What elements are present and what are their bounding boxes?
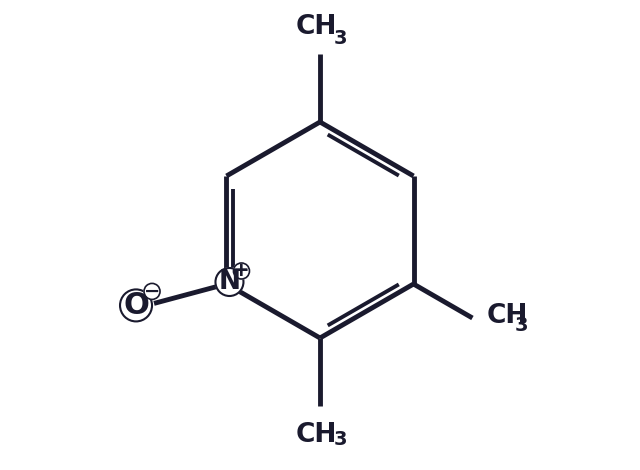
Text: 3: 3 [334, 430, 348, 449]
Text: N: N [218, 269, 241, 295]
Circle shape [234, 263, 250, 279]
Circle shape [144, 283, 160, 299]
Circle shape [216, 268, 243, 296]
Circle shape [120, 290, 152, 321]
Text: +: + [233, 261, 250, 281]
Text: 3: 3 [334, 29, 348, 48]
Text: O: O [123, 291, 149, 320]
Text: CH: CH [486, 303, 528, 329]
Text: CH: CH [295, 422, 337, 448]
Text: 3: 3 [515, 315, 528, 335]
Text: CH: CH [295, 14, 337, 40]
Text: −: − [144, 282, 160, 301]
Text: +: + [233, 261, 250, 281]
